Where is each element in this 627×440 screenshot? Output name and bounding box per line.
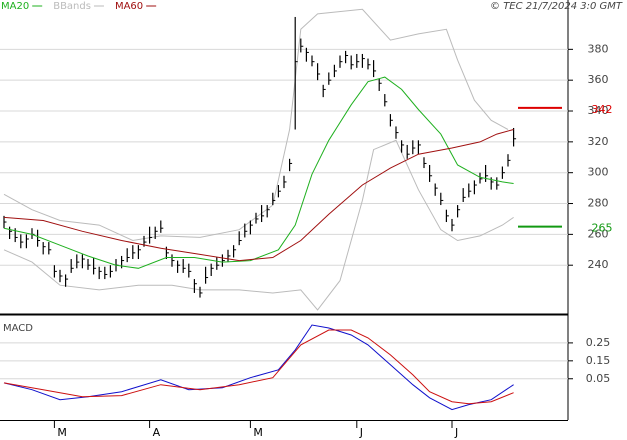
panel-title: MACD (3, 323, 33, 334)
legend-label: MA60 (115, 1, 143, 12)
y-tick-label: 0.15 (586, 354, 611, 367)
x-tick-label: A (153, 426, 161, 439)
x-tick-label: J (359, 426, 363, 439)
copyright: © TEC 21/7/2024 3:0 GMT (490, 1, 623, 12)
x-tick-label: J (454, 426, 458, 439)
y-tick-label: 240 (588, 258, 609, 271)
y-tick-label: 0.25 (586, 336, 611, 349)
x-tick-label: M (57, 426, 67, 439)
y-tick-label: 340 (588, 104, 609, 117)
y-tick-label: 320 (588, 135, 609, 148)
y-tick-label: 300 (588, 166, 609, 179)
y-tick-label: 260 (588, 227, 609, 240)
y-tick-label: 280 (588, 197, 609, 210)
x-tick-label: M (253, 426, 263, 439)
legend-label: BBands (53, 1, 91, 12)
level-label: 265 (592, 222, 613, 235)
level-label: 342 (592, 103, 613, 116)
y-tick-label: 380 (588, 42, 609, 55)
legend-label: MA20 (1, 1, 29, 12)
ma-line (3, 76, 514, 269)
ma-line (3, 129, 514, 262)
macd-line (3, 324, 514, 411)
y-tick-label: 0.05 (586, 372, 611, 385)
y-tick-label: 360 (588, 73, 609, 86)
band-lower (3, 139, 514, 311)
macd-line (3, 329, 514, 405)
